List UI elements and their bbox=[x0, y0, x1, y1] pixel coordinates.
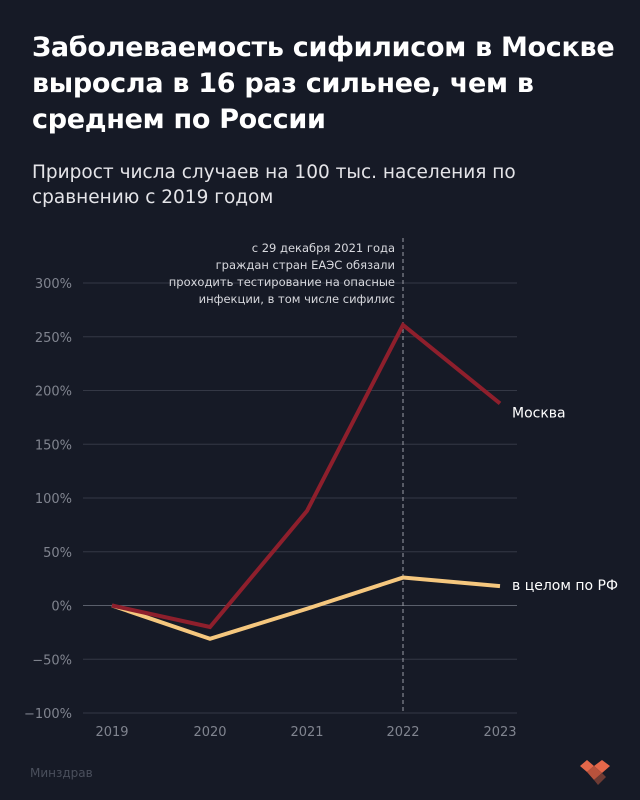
chart-subtitle: Прирост числа случаев на 100 тыс. населе… bbox=[32, 162, 516, 208]
y-tick-label: 150% bbox=[35, 438, 72, 453]
y-tick-label: 0% bbox=[51, 600, 72, 615]
y-tick-label: 300% bbox=[35, 277, 72, 292]
y-tick-label: 200% bbox=[35, 385, 72, 400]
annotation-text: с 29 декабря 2021 года bbox=[252, 241, 395, 255]
logo-icon bbox=[580, 760, 610, 785]
x-tick-label: 2023 bbox=[483, 725, 516, 740]
annotation-text: граждан стран ЕАЭС обязали bbox=[216, 258, 395, 272]
x-tick-label: 2020 bbox=[193, 725, 226, 740]
series-label: в целом по РФ bbox=[512, 578, 618, 594]
x-tick-label: 2021 bbox=[290, 725, 323, 740]
y-tick-label: −100% bbox=[24, 707, 72, 722]
source-label: Минздрав bbox=[30, 766, 93, 780]
chart-title: Заболеваемость сифилисом в Москве выросл… bbox=[32, 32, 615, 135]
series-label: Москва bbox=[512, 405, 566, 421]
y-tick-label: 50% bbox=[43, 546, 72, 561]
annotation-text: проходить тестирование на опасные bbox=[169, 275, 395, 289]
series-line-russia bbox=[111, 575, 501, 641]
x-tick-label: 2022 bbox=[386, 725, 419, 740]
annotation-text: инфекции, в том числе сифилис bbox=[199, 292, 395, 306]
y-tick-label: 100% bbox=[35, 492, 72, 507]
x-tick-label: 2019 bbox=[95, 725, 128, 740]
y-tick-label: −50% bbox=[32, 653, 72, 668]
y-tick-label: 250% bbox=[35, 331, 72, 346]
